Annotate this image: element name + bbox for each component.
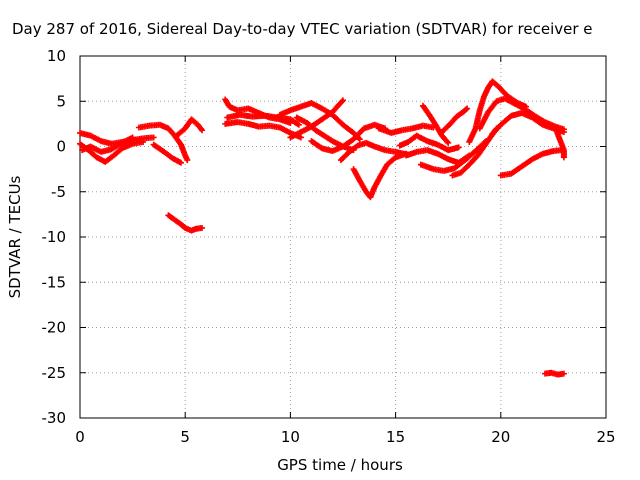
x-tick-label: 5: [180, 428, 190, 446]
data-point: [199, 127, 206, 134]
y-tick-label: -10: [42, 228, 67, 246]
x-tick-label: 15: [386, 428, 405, 446]
chart-title: Day 287 of 2016, Sidereal Day-to-day VTE…: [12, 20, 593, 38]
x-axis-label: GPS time / hours: [277, 456, 403, 474]
data-point: [560, 370, 567, 377]
data-point: [463, 106, 470, 113]
data-point: [150, 134, 157, 141]
y-tick-label: -25: [42, 364, 67, 382]
data-point: [560, 154, 567, 161]
x-tick-label: 25: [596, 428, 615, 446]
data-point: [140, 138, 147, 145]
x-tick-label: 10: [281, 428, 300, 446]
data-point: [338, 98, 345, 105]
data-point: [356, 136, 363, 143]
data-point: [455, 144, 462, 151]
grid-lines: [80, 56, 606, 418]
y-axis-ticks: 10 5 0 -5 -10 -15 -20 -25 -30: [42, 47, 606, 427]
y-tick-label: -30: [42, 409, 67, 427]
y-tick-label: -5: [51, 183, 66, 201]
data-point: [340, 97, 346, 104]
y-tick-label: 10: [47, 47, 66, 65]
y-tick-label: 5: [56, 92, 66, 110]
data-point: [560, 129, 567, 136]
y-tick-label: -20: [42, 319, 67, 337]
data-point: [184, 157, 191, 164]
data-points: [77, 78, 567, 378]
data-point: [177, 159, 184, 166]
data-point: [295, 121, 302, 128]
data-point: [464, 105, 471, 112]
x-axis-ticks: 0 5 10 15 20 25: [75, 56, 616, 446]
x-tick-label: 20: [491, 428, 510, 446]
data-point: [445, 139, 452, 146]
x-tick-label: 0: [75, 428, 85, 446]
data-point: [199, 224, 206, 231]
data-point: [297, 134, 304, 141]
y-axis-label: SDTVAR / TECUs: [6, 175, 24, 298]
y-tick-label: 0: [56, 138, 66, 156]
data-point: [129, 134, 136, 141]
y-tick-label: -15: [42, 273, 67, 291]
